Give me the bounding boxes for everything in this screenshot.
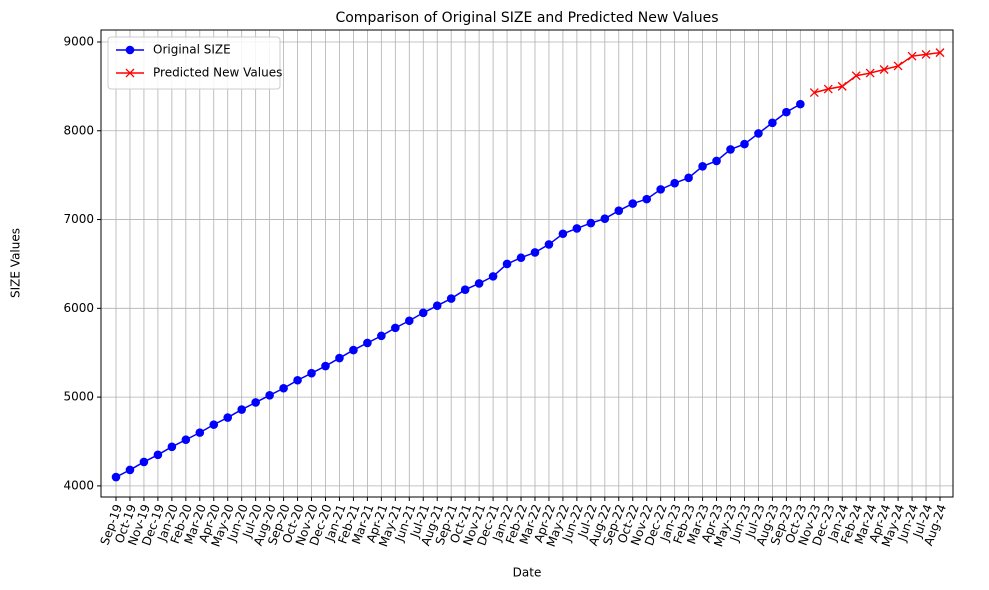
marker bbox=[740, 139, 749, 149]
marker bbox=[907, 51, 917, 61]
marker bbox=[782, 107, 791, 117]
marker bbox=[754, 129, 763, 138]
marker bbox=[265, 391, 274, 400]
marker bbox=[125, 68, 135, 78]
marker bbox=[893, 61, 903, 71]
marker bbox=[614, 206, 624, 215]
plot-frame bbox=[100, 29, 954, 498]
marker bbox=[377, 331, 386, 341]
marker bbox=[823, 84, 833, 94]
marker bbox=[139, 457, 149, 467]
marker bbox=[460, 285, 470, 294]
marker bbox=[251, 398, 260, 407]
marker bbox=[321, 361, 330, 371]
marker bbox=[391, 323, 400, 333]
marker bbox=[851, 71, 861, 81]
x-axis-label: Date bbox=[513, 566, 542, 580]
marker bbox=[698, 161, 707, 171]
marker bbox=[768, 118, 777, 128]
marker bbox=[125, 45, 135, 55]
marker bbox=[349, 345, 358, 355]
marker bbox=[726, 145, 735, 154]
marker bbox=[432, 301, 442, 310]
marker bbox=[279, 383, 288, 393]
marker bbox=[363, 338, 372, 348]
marker bbox=[670, 178, 679, 188]
marker bbox=[586, 218, 596, 228]
legend-label: Predicted New Values bbox=[153, 66, 282, 80]
marker bbox=[293, 375, 302, 385]
marker bbox=[418, 308, 428, 318]
marker bbox=[404, 316, 414, 326]
marker bbox=[167, 442, 177, 452]
marker bbox=[865, 68, 875, 78]
marker bbox=[879, 65, 889, 74]
marker bbox=[502, 259, 512, 269]
y-tick-label: 7000 bbox=[63, 212, 94, 226]
marker bbox=[558, 229, 568, 239]
marker bbox=[656, 185, 665, 194]
marker bbox=[712, 156, 721, 166]
y-tick-label: 8000 bbox=[63, 123, 94, 137]
marker bbox=[153, 450, 163, 460]
marker bbox=[181, 435, 191, 445]
marker bbox=[446, 294, 456, 303]
y-axis-label: SIZE Values bbox=[9, 228, 23, 298]
series-line bbox=[814, 51, 941, 94]
marker bbox=[921, 49, 931, 59]
y-tick-label: 4000 bbox=[63, 478, 94, 492]
marker bbox=[809, 88, 819, 98]
marker bbox=[474, 279, 484, 288]
marker bbox=[530, 248, 540, 257]
marker bbox=[488, 272, 498, 281]
marker bbox=[796, 99, 805, 109]
chart-title: Comparison of Original SIZE and Predicte… bbox=[335, 10, 718, 26]
marker bbox=[642, 194, 652, 204]
marker bbox=[125, 465, 135, 475]
marker bbox=[237, 405, 246, 414]
y-tick-label: 9000 bbox=[63, 34, 94, 48]
marker bbox=[195, 428, 205, 437]
legend-label: Original SIZE bbox=[153, 43, 231, 57]
y-tick-label: 6000 bbox=[63, 301, 94, 315]
marker bbox=[223, 413, 233, 422]
marker bbox=[628, 199, 638, 208]
marker bbox=[544, 240, 554, 249]
marker bbox=[209, 420, 219, 429]
marker bbox=[600, 214, 610, 223]
marker bbox=[837, 81, 847, 91]
legend-box bbox=[107, 36, 281, 90]
marker bbox=[335, 353, 344, 363]
marker bbox=[572, 224, 582, 233]
marker bbox=[307, 368, 316, 378]
y-tick-label: 5000 bbox=[63, 390, 94, 404]
marker bbox=[935, 48, 945, 58]
marker bbox=[516, 253, 526, 263]
marker bbox=[111, 472, 121, 482]
marker bbox=[684, 173, 693, 183]
